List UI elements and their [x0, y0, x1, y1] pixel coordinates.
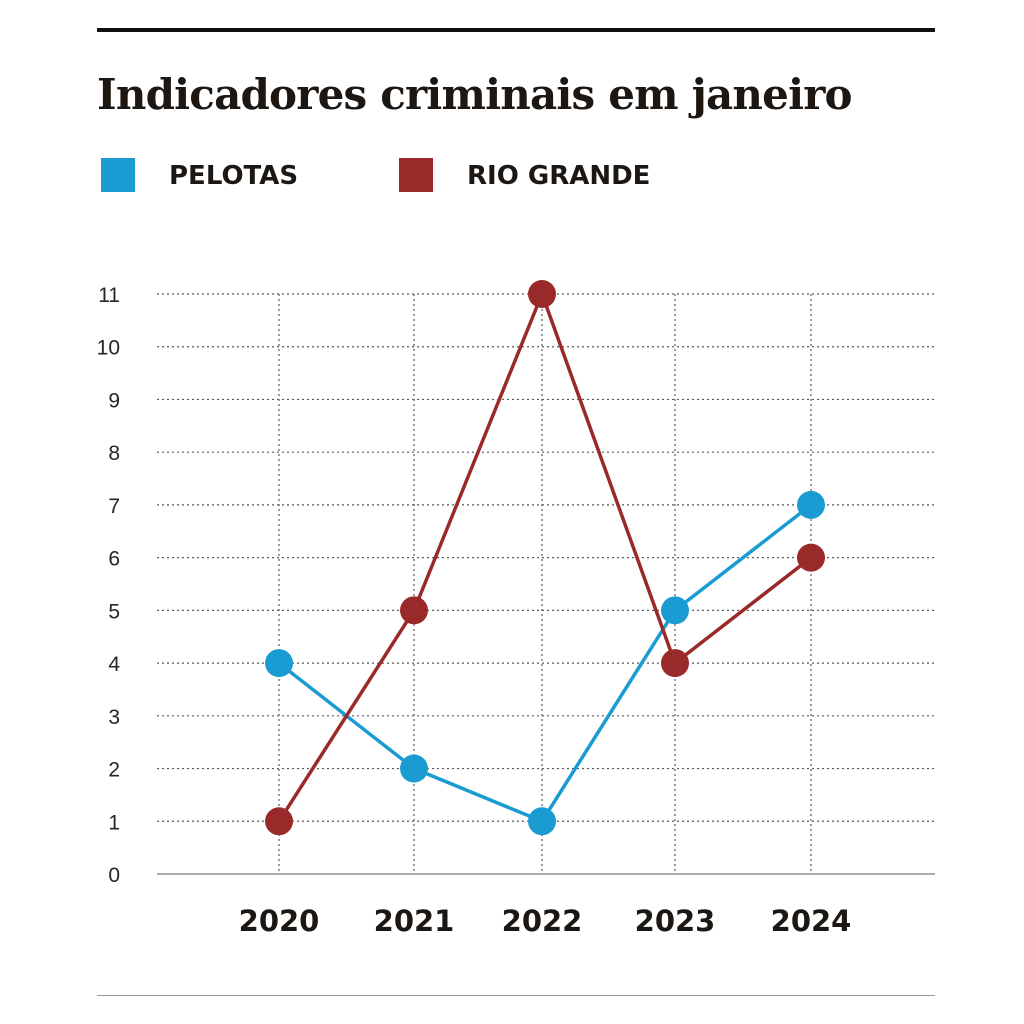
x-tick-label: 2023	[635, 904, 716, 938]
data-point-pelotas	[528, 807, 556, 836]
legend-label-pelotas: PELOTAS	[169, 161, 299, 191]
y-tick-label: 9	[108, 389, 120, 412]
y-tick-label: 1	[108, 811, 120, 834]
data-point-pelotas	[661, 596, 689, 625]
legend-swatch-pelotas	[101, 158, 135, 192]
data-point-pelotas	[400, 754, 428, 783]
bottom-rule	[97, 995, 935, 996]
data-point-rio-grande	[400, 596, 428, 625]
y-tick-label: 2	[108, 759, 120, 782]
data-point-pelotas	[797, 490, 825, 519]
legend-label-rio-grande: RIO GRANDE	[467, 161, 651, 191]
data-point-rio-grande	[265, 807, 293, 836]
top-rule	[97, 28, 935, 32]
data-point-rio-grande	[797, 543, 825, 572]
x-tick-label: 2020	[239, 904, 320, 938]
x-tick-label: 2021	[374, 904, 455, 938]
y-tick-label: 11	[98, 284, 120, 307]
y-tick-label: 5	[108, 600, 120, 623]
y-tick-label: 3	[108, 706, 120, 729]
y-tick-label: 8	[108, 442, 120, 465]
y-tick-label: 6	[108, 548, 120, 571]
data-point-rio-grande	[528, 280, 556, 308]
data-point-rio-grande	[661, 649, 689, 678]
y-tick-label: 7	[108, 495, 120, 518]
y-tick-label: 10	[97, 337, 120, 360]
x-tick-label: 2024	[771, 904, 852, 938]
y-tick-label: 0	[108, 864, 120, 887]
legend-swatch-rio-grande	[399, 158, 433, 192]
data-point-pelotas	[265, 649, 293, 678]
y-tick-label: 4	[108, 653, 120, 676]
x-tick-label: 2022	[502, 904, 583, 938]
chart-title: Indicadores criminais em janeiro	[97, 70, 853, 119]
